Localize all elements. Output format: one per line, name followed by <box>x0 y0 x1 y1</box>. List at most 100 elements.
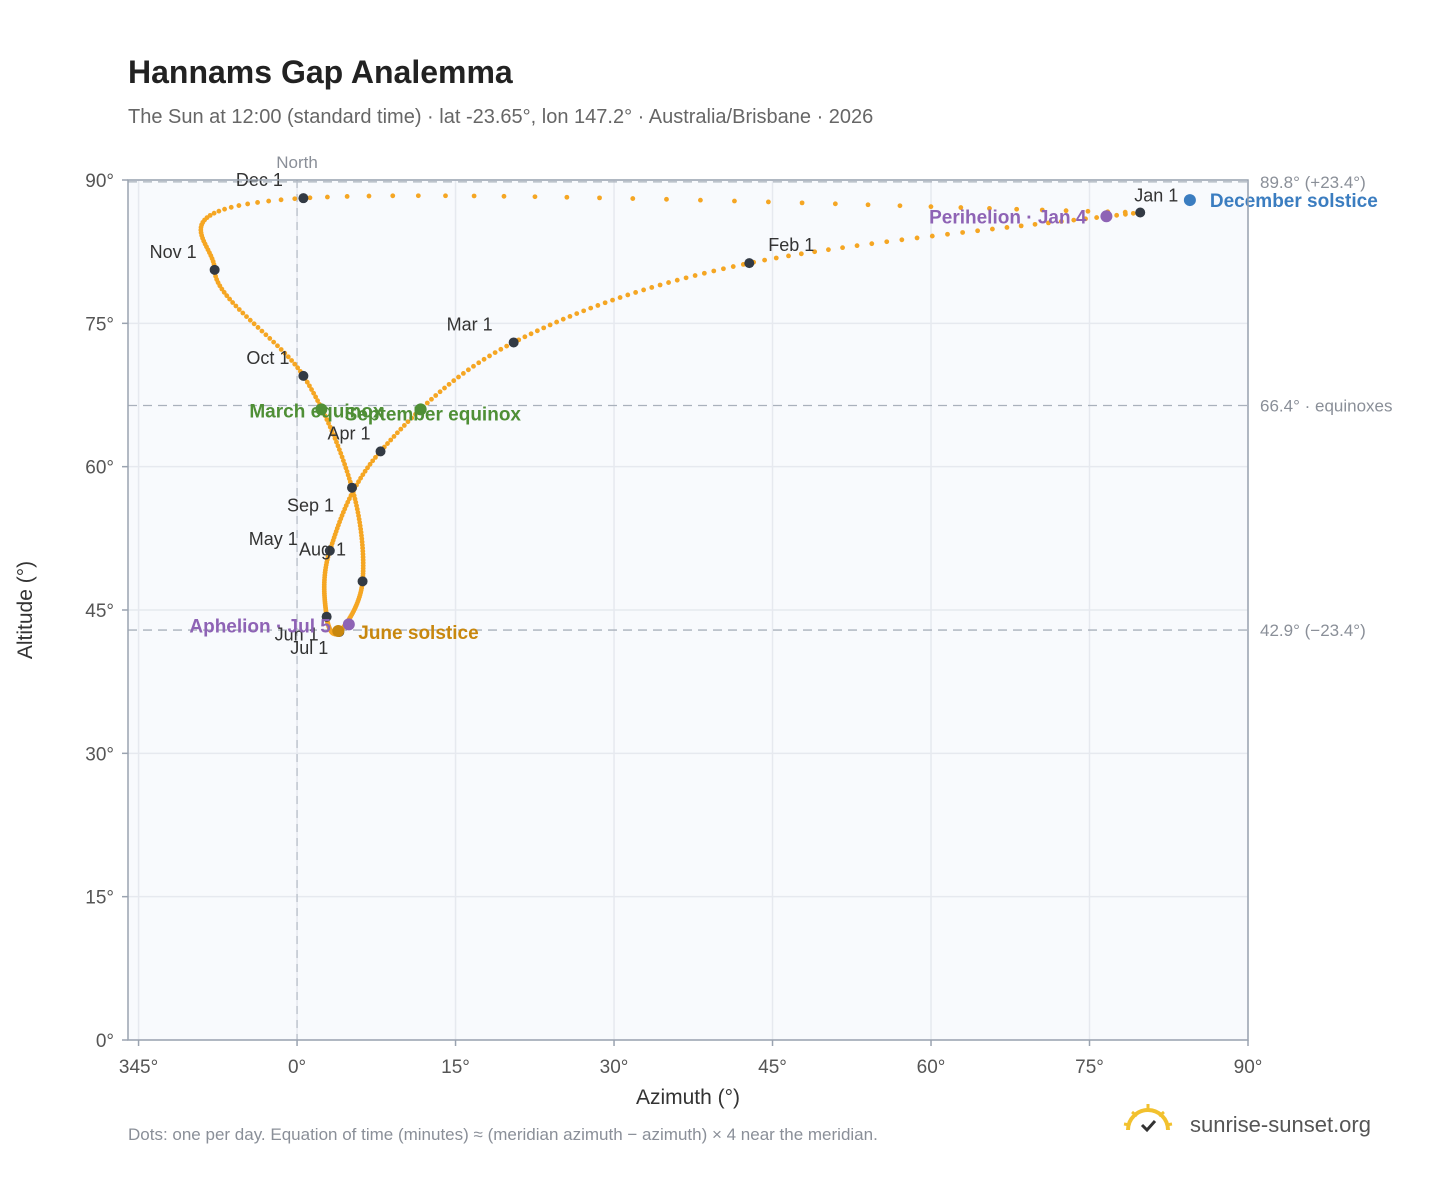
daily-dot <box>1094 215 1100 220</box>
daily-dot <box>1046 220 1051 226</box>
brand-name: sunrise-sunset.org <box>1190 1112 1371 1137</box>
daily-dot <box>401 423 407 428</box>
month-marker <box>347 482 357 493</box>
daily-dot <box>884 239 890 245</box>
month-marker <box>324 545 335 556</box>
daily-dot <box>854 243 860 249</box>
daily-dot <box>340 458 346 464</box>
daily-dot <box>251 321 257 327</box>
daily-dot <box>335 443 341 449</box>
month-marker <box>508 337 519 348</box>
daily-dot <box>826 247 831 253</box>
daily-dot <box>255 325 261 330</box>
x-tick-label: 0° <box>288 1057 306 1078</box>
daily-dot <box>385 441 390 446</box>
daily-dot <box>222 206 227 212</box>
daily-dot <box>799 200 805 206</box>
daily-dot <box>446 381 452 387</box>
daily-dot <box>398 426 404 432</box>
event-marker <box>1183 194 1196 207</box>
daily-dot <box>899 237 905 243</box>
daily-dot <box>975 228 981 234</box>
north-marker: North <box>276 153 318 1040</box>
daily-dot <box>595 303 601 308</box>
daily-dot <box>394 430 400 436</box>
daily-dot <box>929 233 935 239</box>
daily-dot <box>958 205 964 210</box>
daily-dot <box>391 434 397 439</box>
daily-dot <box>928 204 934 210</box>
daily-dot <box>832 201 838 207</box>
daily-dot <box>266 198 272 204</box>
daily-dot <box>664 196 669 202</box>
daily-dot <box>721 266 726 272</box>
daily-dot <box>492 350 498 355</box>
x-tick-label: 345° <box>119 1057 158 1078</box>
daily-dot <box>409 415 415 421</box>
event-marker <box>315 403 328 416</box>
y-tick-label: 60° <box>85 458 114 479</box>
month-marker <box>209 264 220 275</box>
daily-dot <box>1018 223 1024 229</box>
event-markers: December solstice Perihelion · Jan 4 March… <box>189 191 1377 644</box>
daily-dot <box>610 297 615 303</box>
daily-dot <box>698 197 703 203</box>
daily-dot <box>282 350 288 356</box>
chart-title: Hannams Gap Analemma <box>128 54 513 90</box>
event-marker <box>1100 210 1113 223</box>
daily-dot <box>390 193 396 199</box>
daily-dot <box>1058 219 1064 224</box>
y-tick-label: 15° <box>85 888 114 909</box>
daily-dot <box>914 235 920 241</box>
daily-dot <box>329 428 335 434</box>
daily-dot <box>1114 212 1120 218</box>
chart-subtitle: The Sun at 12:00 (standard time) · lat -… <box>128 106 873 128</box>
month-label: May 1 <box>249 529 298 549</box>
daily-dot <box>501 193 507 199</box>
x-axis-ticks: 345° 0° 15° 30° 45° 60° 75° 90° <box>119 1040 1262 1078</box>
daily-dot <box>343 465 349 471</box>
daily-dot <box>325 194 330 200</box>
daily-dot <box>567 313 573 319</box>
month-label: Mar 1 <box>447 314 493 334</box>
month-label: Jan 1 <box>1134 185 1178 205</box>
y-tick-label: 0° <box>96 1031 114 1052</box>
daily-dot <box>263 332 269 338</box>
daily-dot <box>786 253 791 259</box>
daily-dot <box>211 210 217 216</box>
daily-dot <box>1014 206 1020 212</box>
daily-dot <box>460 370 466 376</box>
daily-dot <box>424 400 430 406</box>
daily-dot <box>327 424 333 430</box>
daily-dot <box>960 230 966 235</box>
daily-dot <box>869 241 875 247</box>
daily-dot <box>307 195 313 201</box>
daily-dot <box>730 264 736 269</box>
daily-dot <box>230 300 236 305</box>
month-label: Nov 1 <box>150 242 197 262</box>
month-marker <box>744 258 755 269</box>
daily-dot <box>456 374 461 380</box>
daily-dot <box>773 255 779 261</box>
daily-dot <box>370 458 376 464</box>
daily-dot <box>433 393 439 398</box>
event-label: December solstice <box>1210 191 1378 212</box>
daily-dot <box>244 314 249 320</box>
reference-line-label: 89.8° (+23.4°) <box>1260 173 1366 192</box>
daily-dot <box>336 447 342 452</box>
daily-dot <box>331 432 336 438</box>
month-marker <box>321 611 332 622</box>
daily-dot <box>471 363 476 369</box>
daily-dot <box>602 300 608 306</box>
daily-dot <box>245 201 251 207</box>
daily-dot <box>711 268 717 274</box>
daily-dot <box>315 398 321 404</box>
daily-dot <box>342 461 348 467</box>
daily-dot <box>278 197 284 203</box>
daily-dot <box>362 468 368 474</box>
daily-dot <box>840 245 845 251</box>
month-marker <box>298 193 309 204</box>
daily-dot <box>564 194 570 200</box>
daily-dot <box>945 231 950 237</box>
